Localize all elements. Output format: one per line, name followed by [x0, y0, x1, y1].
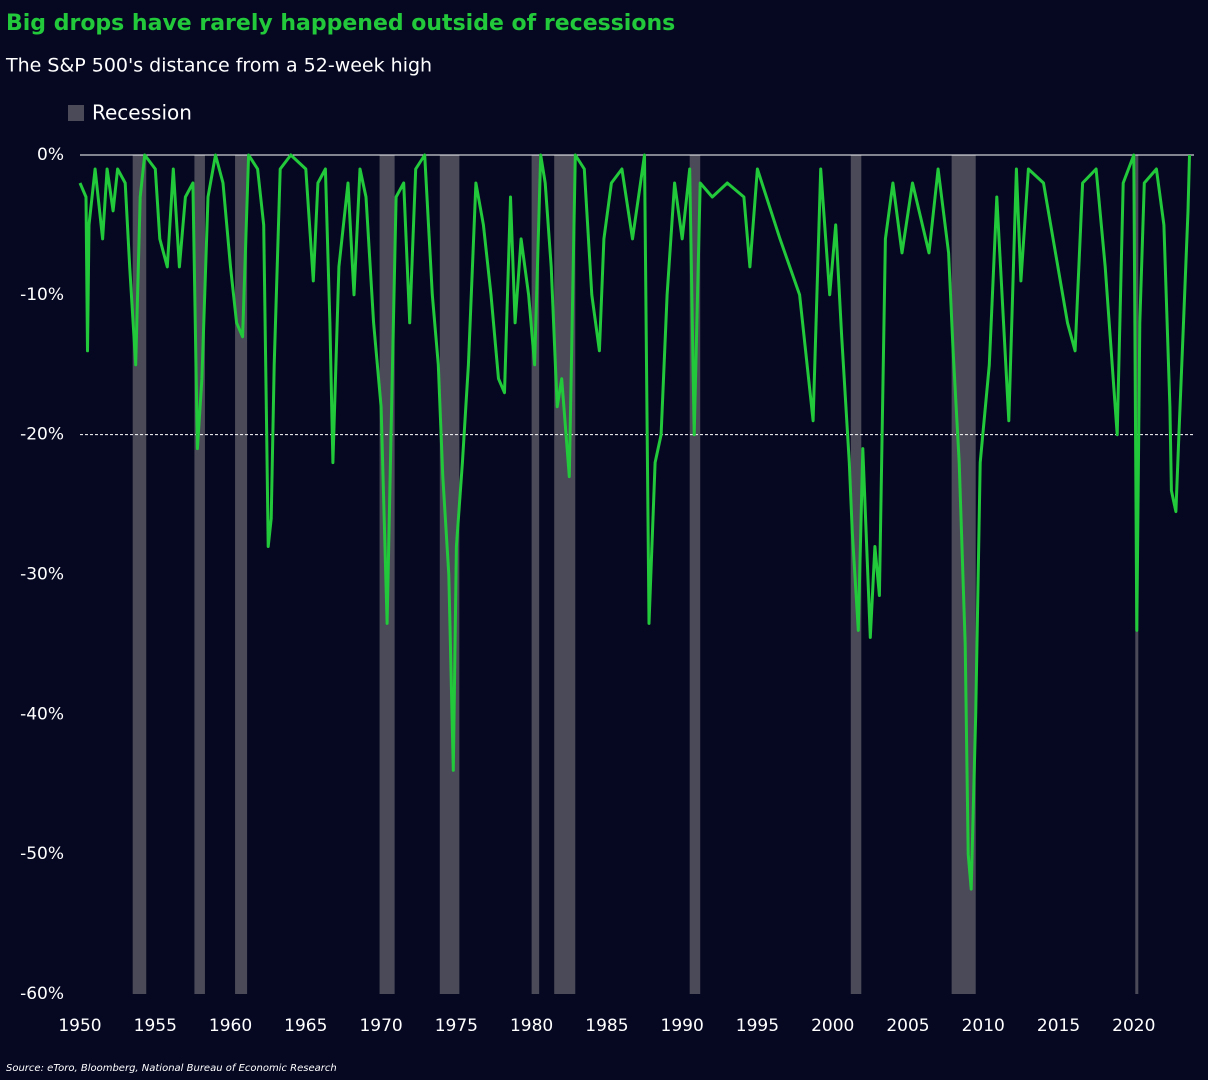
x-tick-label: 1995: [736, 1016, 779, 1036]
source: Source: eToro, Bloomberg, National Burea…: [6, 1063, 337, 1074]
legend-swatch: [68, 105, 84, 121]
y-tick-label: -20%: [20, 425, 64, 445]
y-tick-label: 0%: [37, 145, 64, 165]
recession-band: [531, 155, 540, 994]
recession-band: [132, 155, 147, 994]
y-tick-label: -60%: [20, 984, 64, 1004]
x-tick-label: 1990: [661, 1016, 704, 1036]
legend-label: Recession: [92, 101, 192, 125]
x-tick-label: 1960: [209, 1016, 252, 1036]
x-tick-label: 2010: [962, 1016, 1005, 1036]
chart-subtitle: The S&P 500's distance from a 52-week hi…: [5, 55, 432, 77]
x-tick-label: 1955: [134, 1016, 177, 1036]
x-tick-label: 1975: [435, 1016, 478, 1036]
y-tick-label: -30%: [20, 565, 64, 585]
chart-title: Big drops have rarely happened outside o…: [6, 11, 675, 36]
y-tick-label: -10%: [20, 285, 64, 305]
x-tick-label: 1980: [510, 1016, 553, 1036]
recession-band: [689, 155, 701, 994]
recession-band: [235, 155, 248, 994]
y-tick-label: -40%: [20, 704, 64, 724]
x-tick-label: 1950: [58, 1016, 101, 1036]
recession-band: [194, 155, 205, 994]
x-tick-label: 2005: [886, 1016, 929, 1036]
x-tick-label: 2000: [811, 1016, 854, 1036]
x-tick-label: 1970: [359, 1016, 402, 1036]
x-tick-label: 2020: [1112, 1016, 1155, 1036]
y-tick-label: -50%: [20, 844, 64, 864]
x-tick-label: 2015: [1037, 1016, 1080, 1036]
x-tick-label: 1965: [284, 1016, 327, 1036]
line-series: [78, 153, 1191, 891]
x-tick-label: 1985: [585, 1016, 628, 1036]
